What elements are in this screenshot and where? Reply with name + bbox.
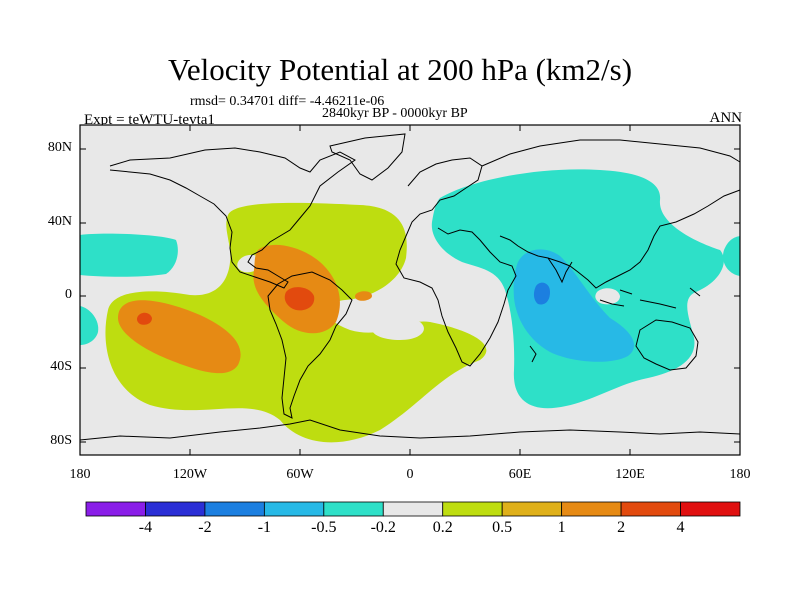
axis-ticks	[79, 125, 741, 455]
coast-islands	[529, 287, 701, 363]
negative-anomaly-west-edge	[80, 306, 99, 345]
coastlines	[79, 133, 741, 441]
colorbar-label: -0.5	[311, 519, 337, 536]
coast-europe-africa	[395, 157, 517, 367]
coast-antarctica	[79, 419, 741, 441]
y-tick-label: 40S	[50, 359, 72, 374]
x-tick-label: 0	[406, 467, 414, 482]
x-tick-label: 120W	[172, 467, 208, 482]
colorbar-swatch	[501, 501, 563, 517]
colorbar-swatch	[620, 501, 681, 517]
colorbar-label: 0.2	[432, 519, 453, 536]
plot-title: Velocity Potential at 200 hPa (km2/s)	[167, 52, 633, 87]
colorbar-swatch	[204, 501, 265, 517]
colorbar-swatch	[680, 501, 741, 517]
colorbar-swatch	[263, 501, 325, 517]
colorbar-swatch	[323, 501, 384, 517]
colorbar-label: 2	[617, 519, 626, 536]
stats-subtitle: rmsd= 0.34701 diff= -4.46211e-06	[190, 94, 385, 109]
x-tick-label: 180	[729, 467, 751, 482]
moderate-positive-dot	[354, 291, 372, 301]
strong-negative-indian	[533, 282, 550, 305]
colorbar-swatch	[382, 501, 444, 517]
experiment-label: Expt = teWTU-tevta1	[84, 112, 215, 128]
colorbar-label: 1	[557, 519, 566, 536]
x-tick-label: 60E	[508, 467, 532, 482]
coast-north-america	[109, 147, 356, 289]
y-tick-label: 0	[65, 287, 72, 302]
coast-asia	[481, 139, 741, 289]
y-tick-label: 40N	[47, 214, 72, 229]
coast-australia	[635, 319, 699, 371]
colorbar-label: -0.2	[370, 519, 396, 536]
period-subtitle: 2840kyr BP - 0000kyr BP	[322, 106, 468, 121]
negative-anomaly-west-band	[80, 233, 178, 277]
coast-greenland	[329, 133, 406, 181]
strong-positive-amazon	[284, 287, 315, 311]
negative-anomaly-east-edge	[722, 236, 740, 276]
colorbar-swatch	[442, 501, 503, 517]
colorbar-label: 4	[676, 519, 685, 536]
colorbar-label: -4	[138, 519, 153, 536]
colorbar-label: -2	[198, 519, 212, 536]
x-tick-label: 180	[69, 467, 91, 482]
moderate-negative-indian	[513, 249, 635, 362]
y-tick-label: 80S	[50, 433, 72, 448]
strong-positive-pacific	[136, 312, 152, 325]
y-tick-label: 80N	[47, 140, 72, 155]
colorbar-swatch	[145, 501, 206, 517]
colorbar-swatch	[561, 501, 622, 517]
coast-south-america	[267, 271, 353, 419]
season-label: ANN	[709, 110, 743, 126]
colorbar-label: -1	[257, 519, 272, 536]
colorbar	[85, 501, 741, 517]
colorbar-label: 0.5	[492, 519, 513, 536]
coast-india	[547, 257, 573, 284]
neutral-hole	[371, 316, 424, 340]
colorbar-swatch	[85, 501, 146, 517]
x-tick-label: 60W	[286, 467, 314, 482]
x-tick-label: 120E	[615, 467, 645, 482]
